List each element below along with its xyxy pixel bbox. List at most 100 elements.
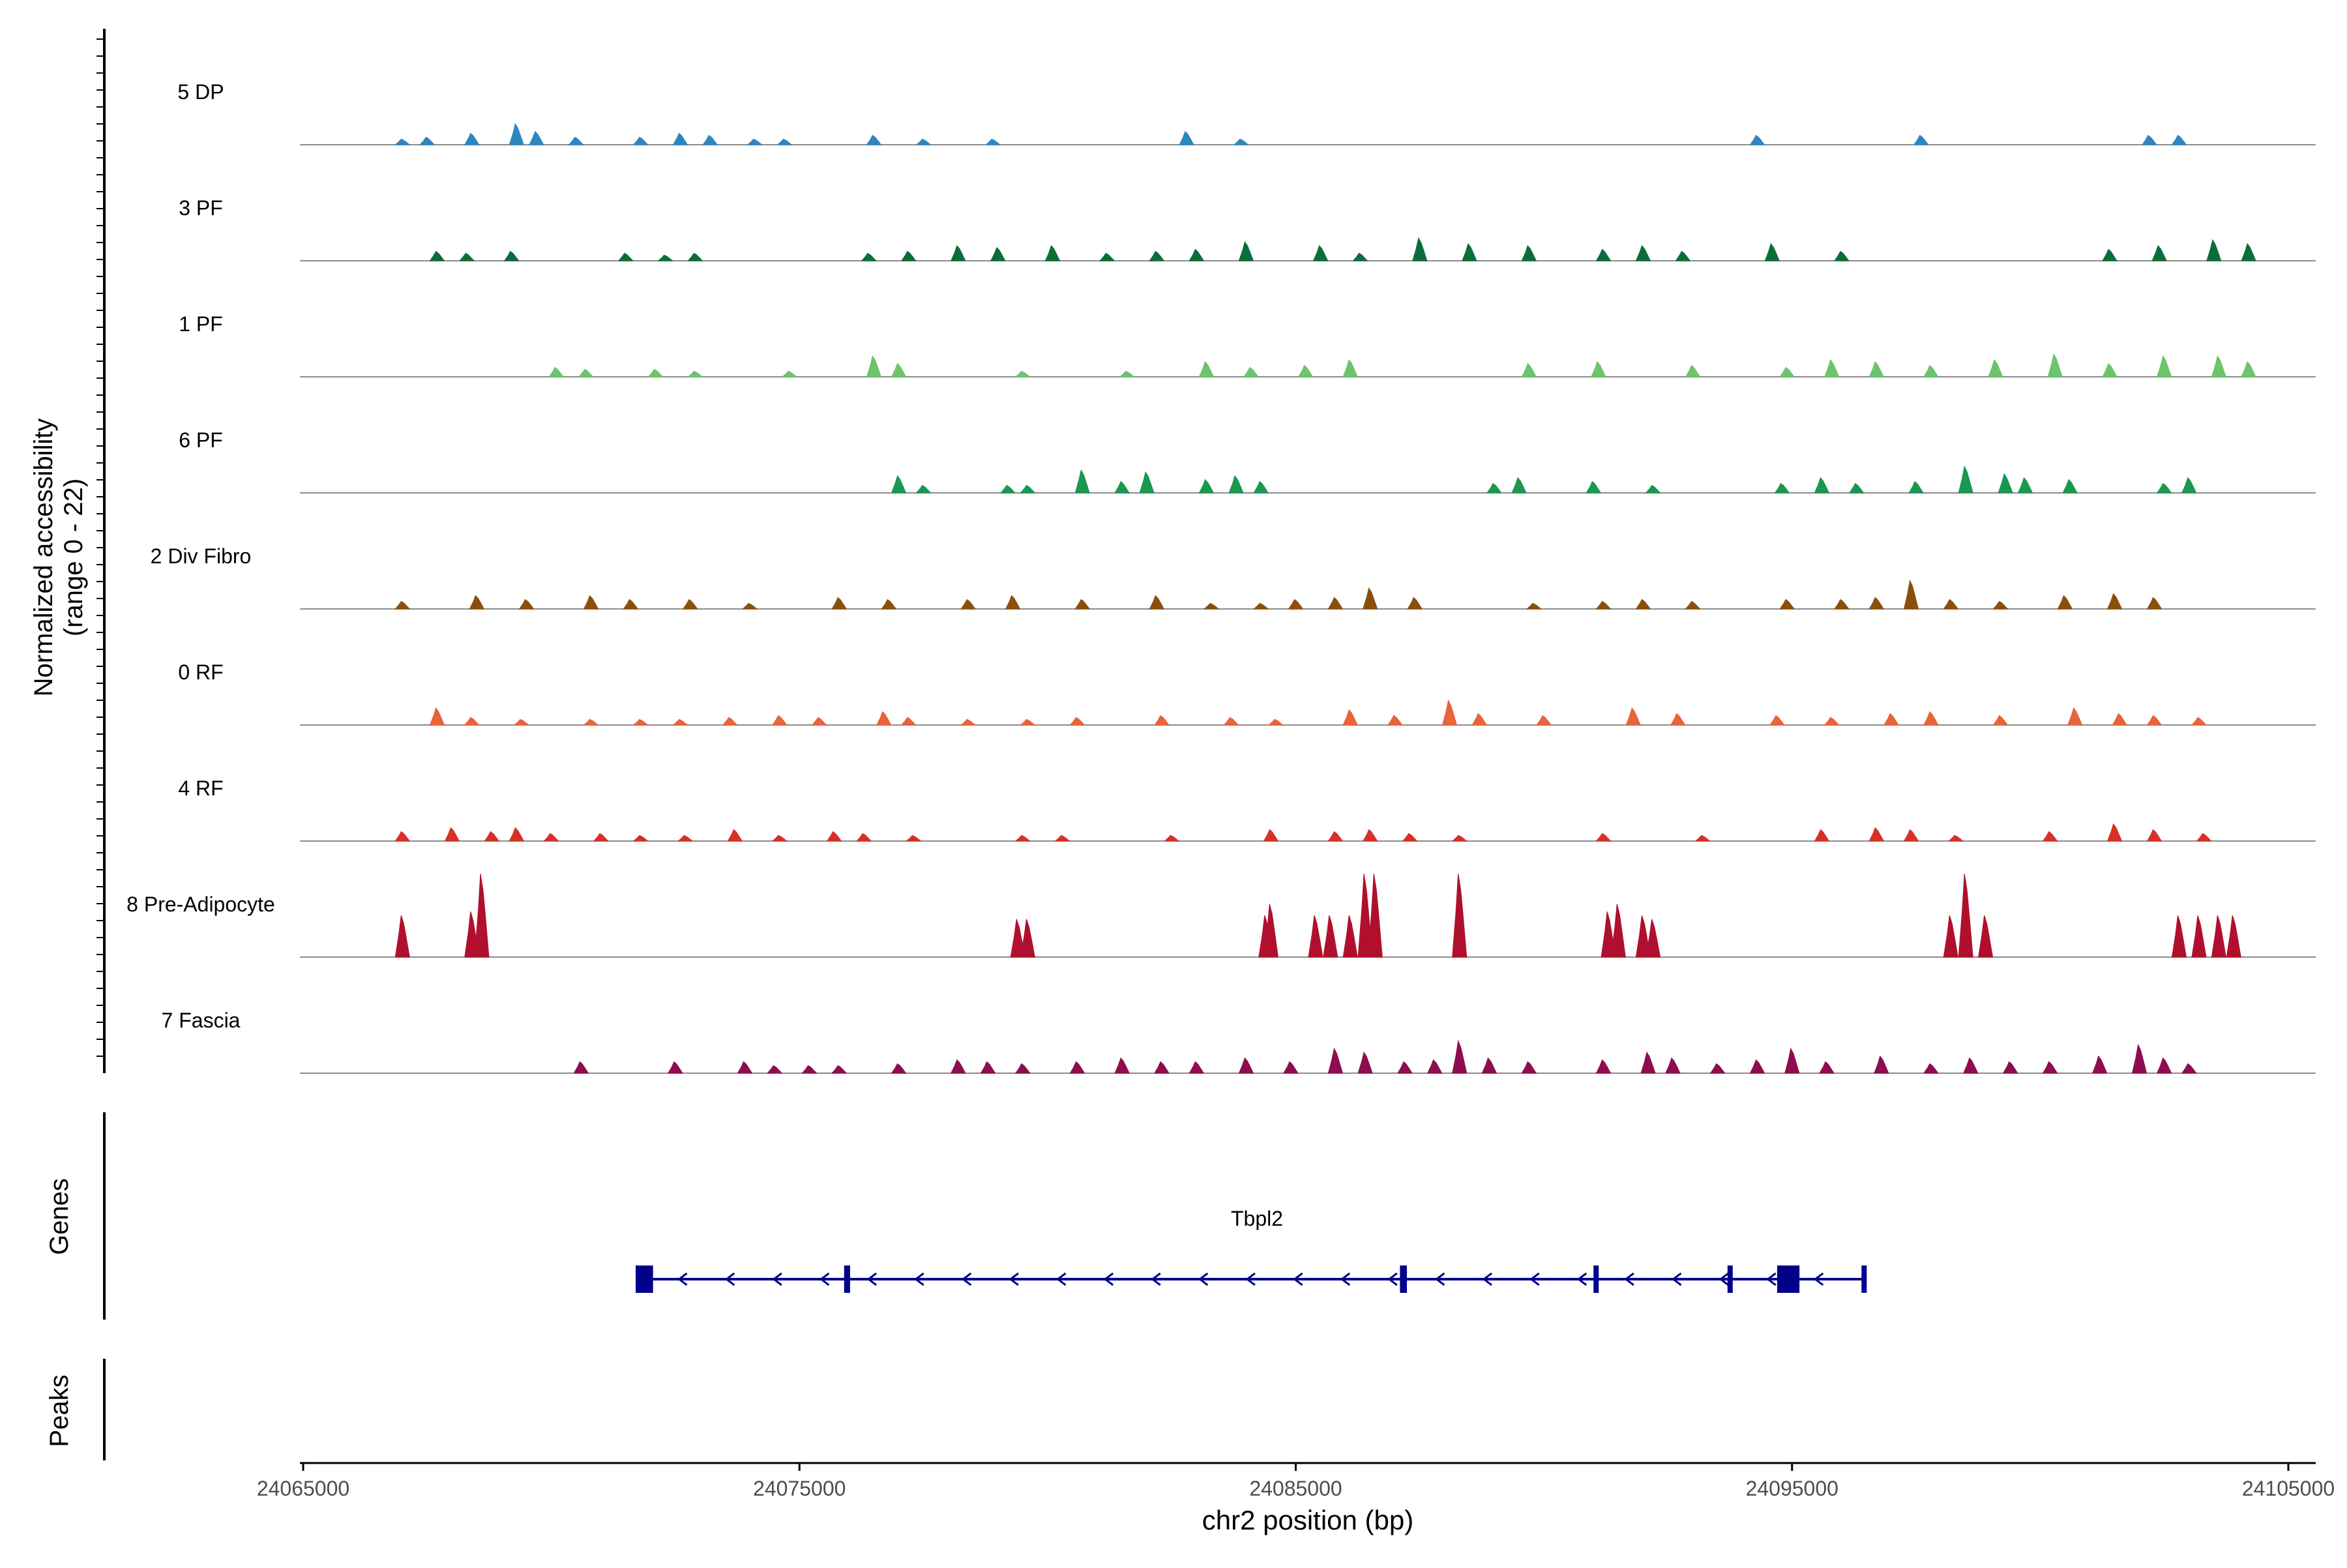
coverage-peak	[776, 138, 793, 145]
gene-name-label: Tbpl2	[1231, 1207, 1283, 1230]
coverage-peak	[960, 599, 977, 610]
coverage-peak	[900, 250, 917, 261]
coverage-peak	[1874, 1055, 1889, 1074]
coverage-peak	[831, 1065, 848, 1074]
coverage-peak	[484, 831, 500, 842]
coverage-peak	[1114, 1057, 1130, 1074]
coverage-peak	[1069, 1061, 1085, 1074]
coverage-peak	[1163, 835, 1180, 842]
coverage-peak	[2181, 1063, 2197, 1074]
coverage-peak	[1452, 1039, 1468, 1074]
coverage-peak	[2102, 362, 2118, 377]
coverage-peak	[2226, 915, 2241, 958]
track-2-div-fibro: 2 Div Fibro	[151, 544, 2316, 610]
x-axis-title: chr2 position (bp)	[1202, 1505, 1414, 1535]
coverage-peak	[1154, 1061, 1170, 1074]
coverage-peak	[623, 599, 639, 610]
coverage-peak	[429, 250, 445, 261]
y-axis-label: Normalized accessibility (range 0 - 22)	[29, 419, 88, 697]
coverage-peak	[984, 138, 1001, 145]
coverage-peak	[1267, 718, 1284, 726]
track-label: 5 DP	[177, 80, 224, 104]
coverage-peak	[2196, 833, 2212, 842]
coverage-peak	[1412, 237, 1428, 261]
coverage-peak	[1992, 715, 2009, 726]
coverage-peak	[2191, 717, 2207, 726]
coverage-peak	[503, 250, 520, 261]
coverage-peak	[876, 711, 892, 726]
coverage-peak	[1228, 475, 1244, 494]
coverage-peak	[1243, 366, 1260, 377]
coverage-tracks: 5 DP 3 PF 1 PF 6 PF 2 Div Fibro 0 RF 4 RF 8 Pre…	[96, 29, 2316, 1074]
coverage-peak	[1238, 241, 1254, 261]
coverage-peak	[1323, 915, 1338, 958]
gene-strand-arrow	[1056, 1272, 1067, 1286]
coverage-peak	[687, 252, 703, 261]
gene-strand-arrow	[819, 1272, 830, 1286]
coverage-peak	[1357, 1051, 1373, 1074]
gene-strand-arrow	[1293, 1272, 1303, 1286]
coverage-peak	[1923, 711, 1939, 726]
coverage-peak	[891, 1063, 907, 1074]
coverage-peak	[1670, 713, 1686, 726]
coverage-peak	[2241, 361, 2256, 377]
coverage-peak	[2211, 915, 2226, 958]
x-tick-label: 24105000	[2242, 1477, 2335, 1500]
coverage-peak	[1069, 717, 1085, 726]
coverage-peak	[2017, 477, 2033, 494]
coverage-peak	[543, 833, 559, 842]
coverage-peak	[2171, 134, 2187, 145]
gene-strand-arrow	[1671, 1272, 1682, 1286]
gene-strand-arrow	[914, 1272, 924, 1286]
coverage-peak	[1595, 248, 1612, 261]
x-tick-label: 24065000	[257, 1477, 349, 1500]
coverage-peak	[1992, 600, 2009, 610]
coverage-peak	[1943, 915, 1958, 958]
coverage-peak	[2241, 243, 2256, 261]
coverage-peak	[2106, 823, 2123, 842]
coverage-peak	[2151, 244, 2167, 261]
coverage-peak	[1014, 835, 1031, 842]
coverage-peak	[1308, 915, 1323, 958]
coverage-peak	[1471, 713, 1488, 726]
coverage-peak	[1749, 134, 1765, 145]
coverage-peak	[1352, 252, 1368, 261]
coverage-peak	[677, 835, 694, 842]
gene-strand-arrow	[1151, 1272, 1161, 1286]
coverage-peak	[1402, 833, 1418, 842]
coverage-peak	[394, 831, 411, 842]
coverage-peak	[1252, 602, 1269, 610]
coverage-peak	[1511, 477, 1527, 494]
coverage-peak	[1868, 361, 1884, 377]
genes-panel-label: Genes	[45, 1178, 74, 1255]
coverage-peak	[999, 484, 1016, 494]
coverage-peak	[2206, 239, 2222, 261]
coverage-peak	[1054, 835, 1071, 842]
coverage-peak	[1327, 831, 1344, 842]
coverage-peak	[2191, 915, 2207, 958]
coverage-peak	[578, 368, 595, 377]
coverage-peak	[2042, 1061, 2058, 1074]
coverage-peak	[1814, 477, 1830, 494]
coverage-peak	[1978, 915, 1994, 958]
coverage-peak	[1586, 481, 1602, 494]
coverage-peak	[1764, 243, 1780, 261]
track-5-dp: 5 DP	[177, 80, 2316, 145]
coverage-peak	[1312, 244, 1329, 261]
coverage-peak	[1645, 484, 1661, 494]
gene-strand-arrow	[772, 1272, 782, 1286]
coverage-peak	[1625, 707, 1641, 726]
coverage-peak	[2156, 482, 2172, 494]
coverage-peak	[1297, 364, 1314, 377]
coverage-peak	[583, 718, 599, 726]
coverage-peak	[1179, 130, 1194, 145]
coverage-peak	[1188, 1061, 1205, 1074]
coverage-peak	[394, 138, 411, 145]
coverage-peak	[831, 597, 848, 610]
coverage-peak	[771, 835, 788, 842]
coverage-peak	[1521, 244, 1537, 261]
coverage-peak	[1635, 244, 1651, 261]
coverage-peak	[1833, 599, 1850, 610]
track-8-pre-adipocyte: 8 Pre-Adipocyte	[126, 873, 2316, 958]
